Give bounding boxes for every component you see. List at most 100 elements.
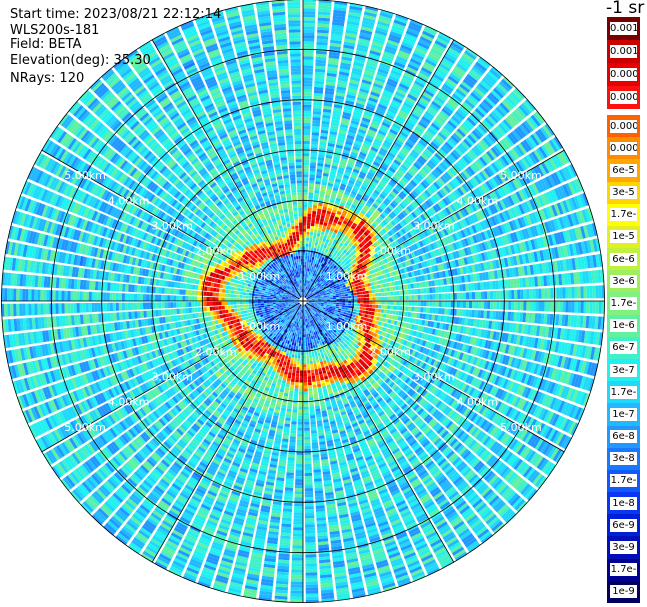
ppi-cell	[307, 252, 311, 257]
ppi-cell	[316, 50, 327, 55]
ppi-cell	[411, 85, 422, 94]
ppi-cell	[393, 197, 401, 204]
ppi-cell	[456, 128, 466, 138]
ppi-cell	[308, 284, 311, 288]
ppi-cell	[435, 308, 439, 314]
ppi-cell	[451, 42, 464, 52]
ppi-cell	[398, 133, 407, 141]
ppi-cell	[311, 138, 319, 142]
ppi-cell	[331, 267, 335, 271]
ppi-cell	[345, 100, 355, 106]
ppi-cell	[346, 271, 350, 275]
ppi-cell	[520, 301, 524, 311]
ppi-cell	[337, 83, 347, 88]
ppi-cell	[326, 75, 337, 80]
ppi-cell	[468, 301, 473, 309]
ppi-cell	[550, 301, 554, 312]
ppi-cell	[344, 171, 351, 177]
ppi-cell	[397, 52, 409, 60]
ppi-cell	[369, 149, 377, 155]
ppi-cell	[306, 294, 309, 297]
ppi-cell	[318, 8, 331, 13]
ppi-cell	[395, 91, 406, 99]
ppi-cell	[330, 302, 334, 304]
ppi-cell	[477, 291, 482, 300]
ppi-cell	[317, 265, 321, 269]
ppi-cell	[304, 270, 306, 274]
ppi-cell	[398, 285, 402, 290]
ppi-cell	[385, 206, 392, 213]
ppi-cell	[340, 183, 347, 188]
ppi-cell	[352, 254, 357, 259]
ppi-cell	[320, 263, 324, 267]
ppi-cell	[383, 89, 394, 96]
ppi-cell	[352, 249, 357, 254]
ppi-cell	[441, 160, 450, 169]
ppi-cell	[356, 232, 361, 238]
ppi-cell	[482, 99, 494, 110]
ppi-cell	[435, 293, 439, 300]
ppi-cell	[326, 252, 330, 257]
ppi-cell	[408, 115, 419, 123]
ppi-cell	[312, 235, 317, 239]
ppi-cell	[418, 72, 430, 81]
ppi-cell	[401, 176, 409, 184]
ppi-cell	[379, 127, 388, 134]
ppi-cell	[337, 256, 341, 261]
ppi-cell	[327, 264, 332, 268]
ppi-cell	[303, 144, 310, 148]
ppi-cell	[356, 160, 364, 166]
ppi-cell	[331, 224, 336, 229]
ppi-cell	[371, 120, 380, 127]
ppi-cell	[441, 108, 452, 117]
ppi-cell	[450, 134, 460, 144]
ppi-cell	[420, 66, 433, 75]
ppi-cell	[493, 290, 497, 300]
ppi-cell	[338, 292, 342, 295]
ppi-cell	[414, 187, 421, 195]
ppi-cell	[379, 12, 393, 19]
ppi-cell	[436, 134, 445, 143]
ppi-cell	[408, 295, 412, 300]
ppi-cell	[414, 104, 425, 113]
ppi-cell	[415, 217, 422, 225]
ppi-cell	[303, 59, 314, 63]
ppi-cell	[362, 17, 376, 24]
ppi-cell	[339, 272, 344, 276]
ppi-cell	[429, 287, 433, 294]
ppi-cell	[332, 252, 337, 257]
ppi-cell	[321, 209, 327, 214]
ppi-cell	[332, 15, 346, 21]
ppi-cell	[303, 156, 310, 160]
ppi-cell	[429, 103, 440, 112]
ppi-cell	[375, 187, 382, 193]
ppi-cell	[330, 281, 335, 285]
ppi-cell	[429, 125, 439, 134]
ppi-cell	[306, 237, 309, 241]
ppi-cell	[511, 301, 515, 311]
ppi-cell	[345, 264, 350, 269]
ppi-cell	[352, 201, 358, 207]
ppi-cell	[446, 169, 455, 178]
ppi-cell	[386, 134, 396, 141]
ppi-cell	[390, 211, 397, 218]
ppi-cell	[382, 54, 394, 61]
ppi-cell	[448, 167, 457, 176]
ppi-cell	[316, 278, 319, 282]
ppi-cell	[476, 158, 485, 168]
ppi-cell	[389, 105, 399, 112]
ppi-cell	[465, 309, 469, 317]
ppi-cell	[337, 231, 342, 236]
ppi-cell	[532, 288, 536, 299]
ppi-cell	[309, 259, 312, 263]
ppi-cell	[457, 60, 470, 70]
ppi-cell	[325, 157, 332, 162]
ppi-cell	[378, 292, 382, 297]
ppi-cell	[395, 58, 407, 66]
ppi-cell	[324, 265, 328, 269]
ppi-cell	[348, 157, 356, 163]
ppi-cell	[431, 76, 443, 85]
ppi-cell	[354, 227, 360, 233]
ppi-cell	[442, 83, 454, 92]
ppi-cell	[418, 38, 431, 47]
